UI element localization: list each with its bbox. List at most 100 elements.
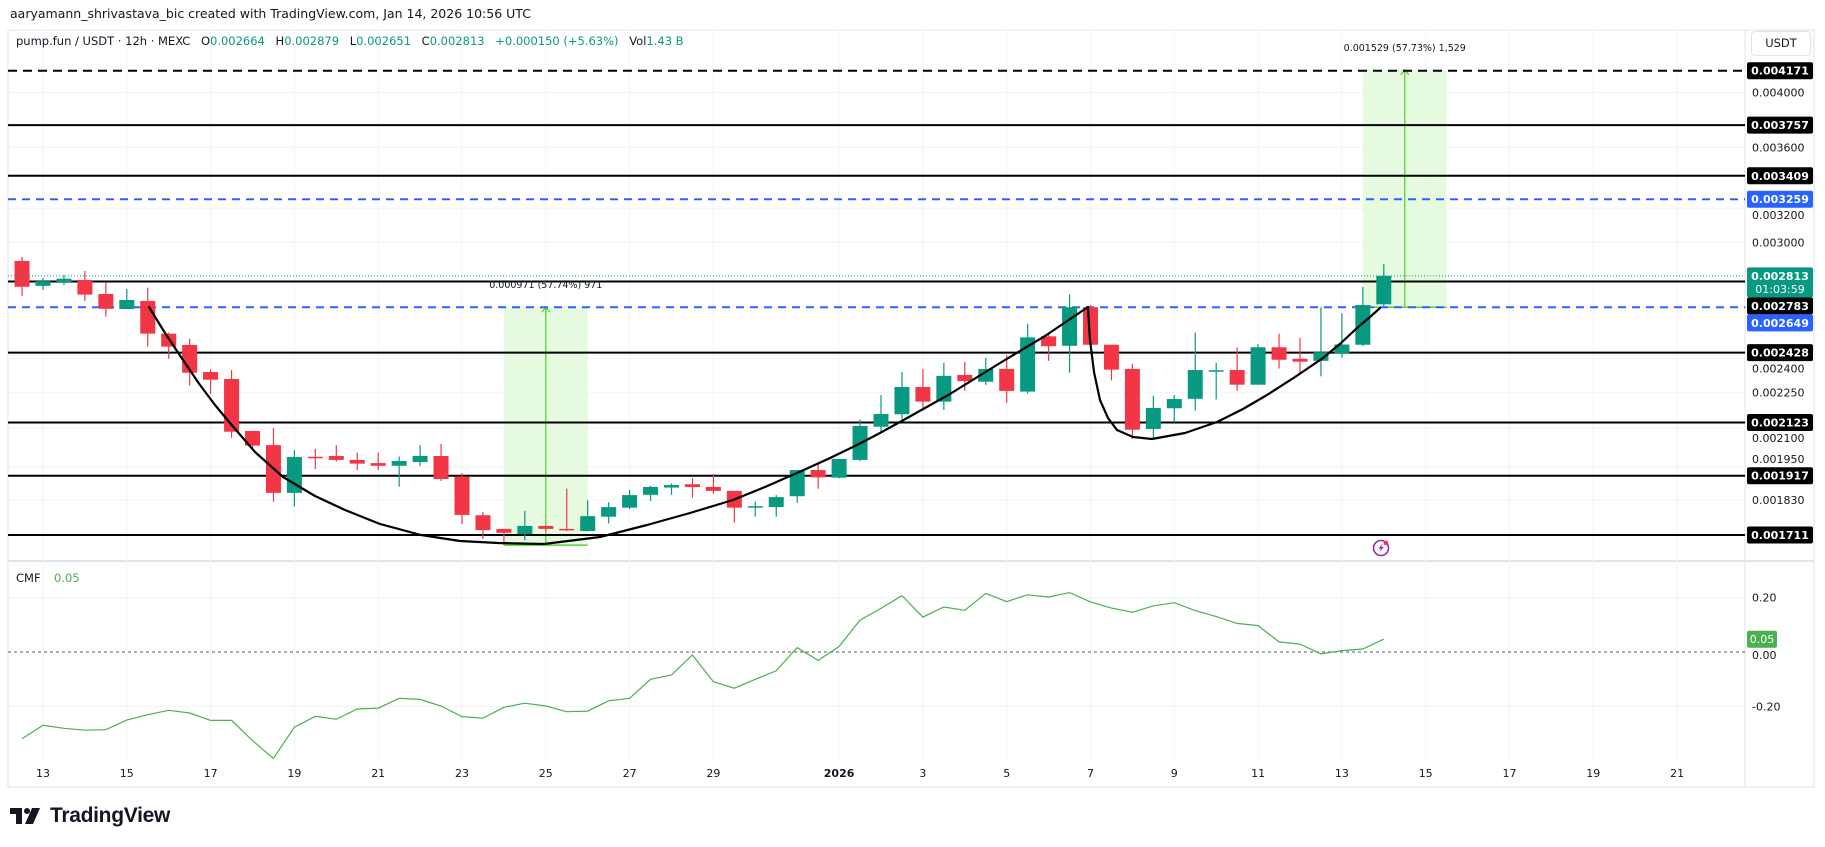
- candle: [643, 485, 659, 502]
- badge-price: 0.003409: [1751, 170, 1809, 183]
- level-price-badge: 0.002428: [1747, 344, 1813, 362]
- time-tick-label: 13: [36, 767, 50, 780]
- candle: [873, 395, 889, 432]
- cup-curve[interactable]: [147, 305, 1090, 546]
- candle-body: [643, 486, 659, 495]
- badge-price: 0.003259: [1751, 193, 1809, 206]
- price-tick-label: 0.003000: [1752, 236, 1805, 249]
- candle: [1041, 332, 1057, 361]
- badge-price: 0.002649: [1751, 317, 1809, 330]
- time-tick-label: 21: [1670, 767, 1684, 780]
- chart-attribution: aaryamann_shrivastava_bic created with T…: [10, 6, 531, 21]
- candle-body: [1292, 358, 1308, 362]
- candle-body: [999, 368, 1015, 391]
- candle: [475, 512, 491, 539]
- close-value: 0.002813: [429, 34, 485, 48]
- time-tick-label: 19: [287, 767, 301, 780]
- cmf-pane: [8, 591, 1745, 760]
- change-value: +0.000150 (+5.63%): [495, 34, 619, 48]
- level-price-badge: 0.001917: [1747, 467, 1813, 485]
- candle-body: [957, 374, 973, 382]
- cmf-value: 0.05: [54, 571, 80, 585]
- candle-body: [245, 430, 260, 446]
- candle-body: [978, 368, 994, 382]
- candle-body: [1020, 337, 1036, 392]
- candle: [789, 470, 805, 503]
- candle-body: [140, 300, 156, 334]
- candle: [391, 456, 407, 487]
- low-label: L: [349, 34, 357, 48]
- time-tick-label: 13: [1335, 767, 1349, 780]
- candle: [1229, 347, 1245, 391]
- candle-body: [286, 457, 302, 493]
- candle-body: [307, 456, 323, 459]
- time-tick-label: 27: [623, 767, 637, 780]
- candle: [999, 355, 1015, 403]
- candle: [1355, 286, 1371, 347]
- candle: [1020, 323, 1036, 394]
- candle: [1103, 344, 1119, 381]
- cup-and-handle-drawing[interactable]: [147, 305, 1382, 546]
- candle-body: [370, 463, 386, 466]
- candle-body: [789, 470, 805, 497]
- candle: [831, 458, 847, 479]
- symbol-info[interactable]: pump.fun / USDT · 12h · MEXC: [16, 34, 191, 48]
- candle-body: [664, 485, 679, 488]
- candle: [601, 502, 617, 524]
- cmf-tick-label: 0.20: [1752, 592, 1777, 605]
- candle-body: [496, 528, 512, 533]
- candle: [768, 495, 784, 517]
- high-label: H: [275, 34, 285, 48]
- price-tick-label: 0.001830: [1752, 494, 1805, 507]
- candle: [1250, 344, 1266, 385]
- candle: [915, 368, 931, 410]
- candle-body: [1187, 370, 1203, 399]
- candle: [1124, 363, 1140, 439]
- candle-body: [1313, 352, 1329, 361]
- badge-price: 0.004171: [1751, 65, 1809, 78]
- candle: [454, 473, 470, 525]
- measurement-tools[interactable]: [503, 68, 1447, 546]
- handle-curve[interactable]: [1086, 305, 1382, 441]
- volume-value: 1.43 B: [646, 34, 684, 48]
- price-range-label: 0.001529 (57.73%) 1,529: [1344, 43, 1466, 54]
- tradingview-logo[interactable]: TradingView: [10, 804, 170, 828]
- currency-button[interactable]: USDT: [1751, 31, 1811, 56]
- candle-body: [35, 281, 51, 286]
- price-tick-label: 0.001950: [1752, 453, 1805, 466]
- candle: [622, 490, 638, 510]
- lightning-alert-icon[interactable]: [1372, 539, 1390, 557]
- time-tick-label: 17: [1503, 767, 1517, 780]
- candle-body: [1062, 307, 1078, 346]
- level-price-badge: 0.004171: [1747, 62, 1813, 80]
- candle: [245, 430, 260, 449]
- time-tick-label: 29: [706, 767, 720, 780]
- price-tick-label: 0.004000: [1752, 87, 1805, 100]
- candle-body: [1229, 370, 1245, 385]
- level-price-badge: 0.002783: [1747, 297, 1813, 315]
- candle: [224, 370, 240, 438]
- candle: [35, 277, 51, 291]
- candle-body: [831, 458, 847, 478]
- candle-body: [224, 379, 240, 432]
- candle: [286, 450, 302, 507]
- level-price-badge: 0.003757: [1747, 116, 1813, 134]
- candle: [56, 274, 72, 286]
- badge-price: 0.001711: [1751, 529, 1809, 542]
- candle-body: [747, 506, 763, 508]
- candle-body: [454, 476, 470, 515]
- candle-body: [1124, 368, 1140, 430]
- candle-body: [391, 460, 407, 466]
- candle-body: [1103, 344, 1119, 370]
- badge-price: 0.003757: [1751, 119, 1809, 132]
- candle-body: [349, 459, 365, 464]
- cmf-label[interactable]: CMF: [16, 571, 41, 585]
- candle: [1313, 307, 1329, 377]
- time-tick-label: 15: [120, 767, 134, 780]
- candle-body: [1166, 399, 1182, 409]
- candle-body: [622, 495, 638, 508]
- cmf-tick-label: -0.20: [1752, 701, 1780, 714]
- volume-label: Vol: [629, 34, 647, 48]
